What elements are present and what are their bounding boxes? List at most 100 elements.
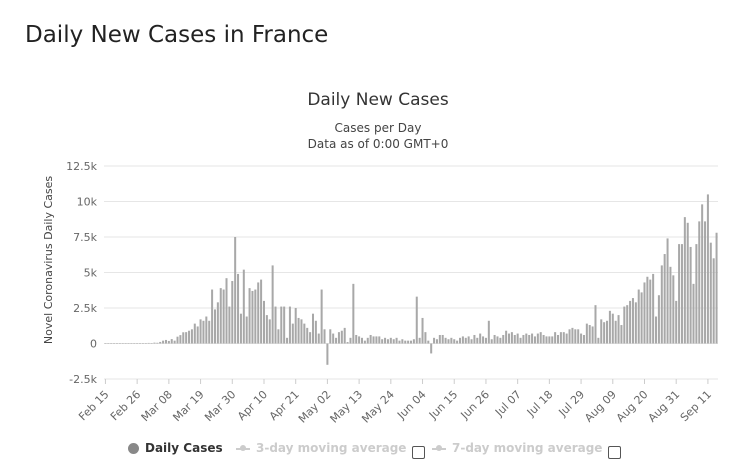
bar[interactable]	[680, 244, 683, 344]
bar[interactable]	[499, 337, 502, 344]
bar[interactable]	[418, 337, 421, 344]
bar[interactable]	[582, 334, 585, 344]
bar[interactable]	[545, 336, 548, 344]
bar[interactable]	[672, 275, 675, 344]
bar[interactable]	[407, 340, 410, 344]
bar[interactable]	[225, 278, 228, 344]
bar[interactable]	[239, 313, 242, 344]
bar[interactable]	[213, 309, 216, 344]
bar[interactable]	[634, 302, 637, 344]
bar[interactable]	[291, 323, 294, 344]
bar[interactable]	[611, 313, 614, 344]
legend-daily-cases[interactable]: Daily Cases	[128, 441, 223, 455]
bar[interactable]	[384, 337, 387, 344]
bar[interactable]	[568, 329, 571, 344]
bar[interactable]	[470, 339, 473, 344]
bar[interactable]	[565, 333, 568, 344]
bar[interactable]	[222, 289, 225, 344]
bar[interactable]	[505, 330, 508, 344]
bar[interactable]	[643, 282, 646, 344]
bar[interactable]	[378, 336, 381, 344]
bar[interactable]	[686, 222, 689, 344]
legend-7day-average[interactable]: 7-day moving average	[432, 441, 602, 455]
bar[interactable]	[655, 316, 658, 344]
bar[interactable]	[265, 315, 268, 344]
bar[interactable]	[536, 333, 539, 344]
bar[interactable]	[525, 333, 528, 344]
bar[interactable]	[144, 343, 147, 344]
bar[interactable]	[548, 336, 551, 344]
bar[interactable]	[660, 265, 663, 344]
bar[interactable]	[692, 283, 695, 344]
bar[interactable]	[182, 332, 185, 344]
bar[interactable]	[150, 343, 153, 344]
bar[interactable]	[156, 342, 159, 344]
bar[interactable]	[461, 336, 464, 344]
bar[interactable]	[127, 343, 130, 345]
bar[interactable]	[193, 323, 196, 344]
bar[interactable]	[646, 276, 649, 344]
bar[interactable]	[591, 326, 594, 344]
bar[interactable]	[190, 329, 193, 344]
bar[interactable]	[343, 327, 346, 344]
bar[interactable]	[528, 334, 531, 344]
bar[interactable]	[208, 320, 211, 344]
bar[interactable]	[211, 289, 214, 344]
bar[interactable]	[430, 343, 433, 354]
bar[interactable]	[340, 330, 343, 344]
bar[interactable]	[464, 337, 467, 344]
bar[interactable]	[614, 320, 617, 344]
bar[interactable]	[409, 340, 413, 344]
bar[interactable]	[199, 319, 202, 344]
bar[interactable]	[360, 337, 364, 344]
bar[interactable]	[228, 306, 231, 344]
bar[interactable]	[701, 204, 704, 344]
bar[interactable]	[453, 339, 456, 344]
bar[interactable]	[107, 343, 110, 345]
bar[interactable]	[479, 333, 482, 344]
bar[interactable]	[629, 300, 632, 344]
bar[interactable]	[657, 295, 660, 344]
bar[interactable]	[358, 336, 361, 344]
bar[interactable]	[136, 343, 139, 345]
bar[interactable]	[141, 343, 144, 344]
bar[interactable]	[683, 217, 686, 344]
bar[interactable]	[522, 334, 525, 344]
bar[interactable]	[311, 313, 314, 344]
bar[interactable]	[332, 333, 335, 344]
bar[interactable]	[510, 332, 513, 344]
bar[interactable]	[372, 336, 375, 344]
bar[interactable]	[352, 283, 355, 344]
bar[interactable]	[179, 335, 182, 344]
bar[interactable]	[147, 342, 150, 344]
bar[interactable]	[600, 319, 603, 344]
bar[interactable]	[666, 238, 669, 344]
bar[interactable]	[355, 334, 358, 344]
bar[interactable]	[346, 342, 349, 344]
bar[interactable]	[283, 306, 286, 344]
bar[interactable]	[444, 337, 447, 344]
bar[interactable]	[309, 332, 312, 344]
bar[interactable]	[450, 337, 453, 344]
bar[interactable]	[669, 266, 672, 344]
bar[interactable]	[392, 339, 395, 344]
bar[interactable]	[435, 339, 438, 344]
bar[interactable]	[153, 342, 156, 344]
bar[interactable]	[482, 336, 485, 344]
bar[interactable]	[306, 327, 309, 344]
bar[interactable]	[248, 288, 251, 344]
bar[interactable]	[531, 333, 534, 344]
bar[interactable]	[678, 244, 681, 344]
bar[interactable]	[571, 327, 574, 344]
bar[interactable]	[603, 322, 606, 344]
bar[interactable]	[381, 339, 384, 344]
bar[interactable]	[502, 334, 505, 344]
bar[interactable]	[375, 336, 378, 344]
bar[interactable]	[585, 323, 588, 344]
bar[interactable]	[559, 332, 562, 344]
bar[interactable]	[317, 333, 320, 344]
bar[interactable]	[268, 319, 271, 344]
bar[interactable]	[706, 194, 709, 344]
bar[interactable]	[675, 300, 678, 344]
bar[interactable]	[395, 337, 398, 344]
